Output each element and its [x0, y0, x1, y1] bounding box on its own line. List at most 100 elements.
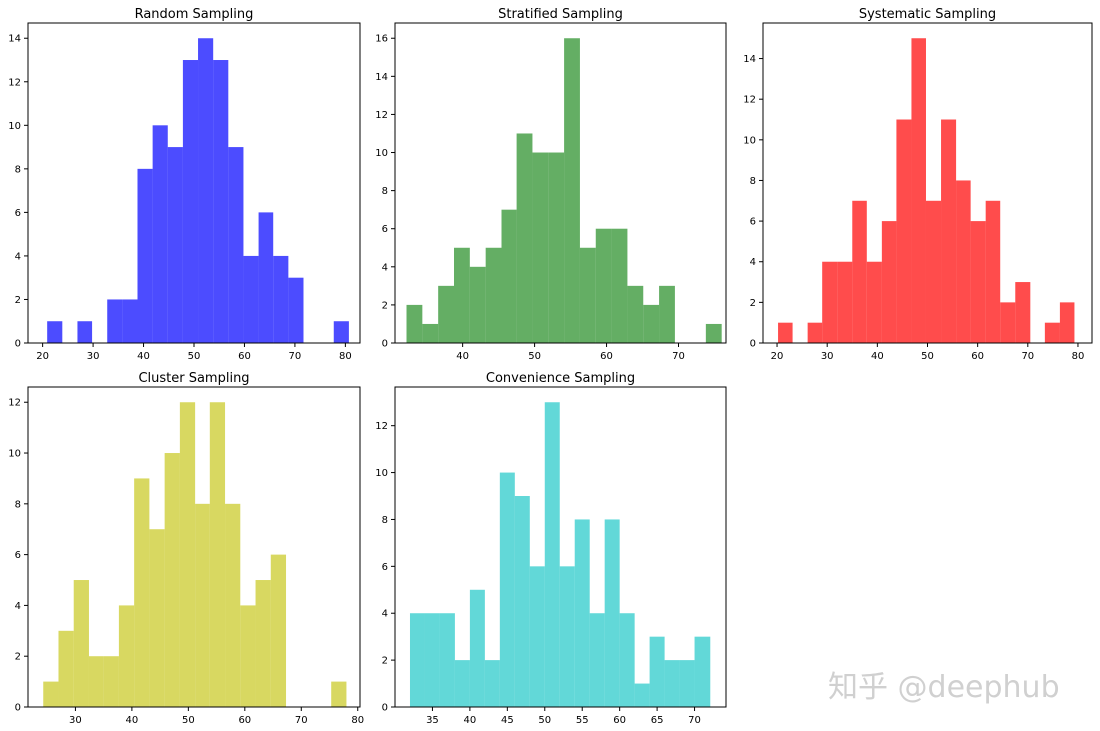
stratified-sampling-panel: 40 50 60 70 0 2 4 6 8 10 12 14 16 Stratified Sampling — [375, 7, 727, 362]
y-tick-label: 2 — [15, 295, 21, 306]
x-tick-label: 65 — [651, 715, 664, 726]
histogram-bar — [659, 285, 675, 343]
histogram-bar — [179, 402, 196, 707]
histogram-bar — [499, 472, 515, 707]
histogram-bar — [852, 200, 867, 343]
y-tick-label: 4 — [15, 251, 21, 262]
histogram-bar — [118, 605, 135, 707]
x-tick-label: 80 — [1072, 351, 1085, 362]
histogram-bar — [422, 323, 439, 343]
y-tick-label: 10 — [375, 148, 388, 159]
x-tick-label: 20 — [771, 351, 784, 362]
histogram-bar — [213, 60, 229, 343]
histogram-bar — [516, 133, 533, 343]
x-tick-label: 60 — [613, 715, 626, 726]
watermark-text: 知乎 @deephub — [828, 670, 1060, 705]
y-tick-label: 0 — [15, 339, 21, 350]
histogram-bar — [484, 660, 500, 707]
histogram-bar — [1015, 282, 1031, 343]
histogram-bar — [333, 321, 349, 343]
histogram-bar — [837, 261, 853, 343]
axes-frame — [394, 386, 727, 708]
systematic-sampling-panel: 20 30 40 50 60 70 80 0 2 4 6 8 10 12 14 Systematic Samp… — [743, 7, 1093, 362]
histogram-bar — [454, 247, 470, 343]
x-tick-label: 70 — [672, 351, 685, 362]
histogram-bar — [225, 503, 241, 707]
histogram-bar — [485, 247, 502, 343]
x-tick-label: 20 — [36, 351, 49, 362]
y-tick-label: 8 — [382, 515, 388, 526]
y-tick-label: 4 — [382, 262, 388, 273]
histogram-bar — [807, 322, 823, 343]
histogram-bar — [195, 503, 210, 707]
convenience-sampling-panel: 35 40 45 50 55 60 65 70 0 2 4 6 8 10 12 Convenience Sam… — [375, 371, 727, 726]
chart-title: Random Sampling — [135, 7, 254, 22]
y-tick-label: 12 — [375, 421, 388, 432]
histogram-bar — [182, 60, 199, 343]
histogram-bar — [107, 299, 123, 343]
histogram-bar — [240, 605, 256, 707]
histogram-bar — [664, 660, 680, 707]
histogram-bar — [134, 478, 150, 707]
x-tick-label: 50 — [528, 351, 541, 362]
histogram-bar — [926, 200, 942, 343]
y-tick-label: 8 — [750, 176, 756, 187]
histogram-bar — [209, 402, 226, 707]
y-tick-label: 12 — [8, 77, 21, 88]
y-tick-label: 0 — [382, 703, 388, 714]
axes-frame — [27, 386, 361, 708]
y-tick-label: 2 — [382, 656, 388, 667]
y-tick-label: 0 — [750, 339, 756, 350]
histogram-bar — [679, 660, 695, 707]
y-tick-label: 12 — [375, 110, 388, 121]
y-tick-label: 8 — [15, 164, 21, 175]
x-tick-label: 45 — [501, 715, 514, 726]
histogram-bar — [103, 656, 119, 707]
histogram-bar — [273, 255, 289, 343]
cluster-sampling-panel: 30 40 50 60 70 80 0 2 4 6 8 10 12 Cluster Sampling — [8, 371, 364, 726]
x-tick-label: 40 — [464, 715, 477, 726]
histogram-bar — [149, 529, 165, 707]
histogram-bar — [73, 580, 89, 707]
x-tick-label: 50 — [182, 715, 195, 726]
histogram-bar — [970, 221, 986, 343]
x-tick-label: 80 — [339, 351, 352, 362]
histogram-bar — [694, 636, 711, 707]
histogram-bar — [514, 496, 530, 707]
histogram-bar — [438, 285, 454, 343]
histogram-bar — [544, 402, 560, 707]
histogram-bar — [469, 266, 486, 343]
histogram-bar — [288, 277, 304, 343]
y-tick-label: 12 — [8, 398, 21, 409]
x-tick-label: 70 — [1021, 351, 1034, 362]
y-tick-label: 10 — [375, 468, 388, 479]
x-tick-label: 30 — [87, 351, 100, 362]
histogram-bar — [643, 304, 660, 343]
y-tick-label: 10 — [743, 135, 756, 146]
histogram-bar — [1044, 322, 1060, 343]
y-tick-label: 2 — [15, 652, 21, 663]
x-tick-label: 50 — [921, 351, 934, 362]
histogram-bar — [243, 255, 259, 343]
histogram-bar — [58, 630, 74, 707]
histogram-bar — [564, 38, 580, 344]
chart-title: Systematic Sampling — [859, 7, 996, 22]
x-tick-label: 60 — [238, 715, 251, 726]
histogram-bar — [167, 147, 183, 343]
histogram-bar — [501, 209, 517, 343]
histogram-bar — [331, 681, 347, 707]
random-sampling-panel: 20 30 40 50 60 70 80 0 2 4 6 8 10 12 14 Random Sampling — [8, 7, 361, 362]
histogram-bar — [956, 180, 971, 343]
chart-title: Cluster Sampling — [138, 371, 249, 386]
chart-title: Convenience Sampling — [486, 371, 635, 386]
histogram-bar — [164, 453, 180, 707]
histogram-bar — [270, 554, 287, 707]
histogram-bar — [198, 38, 214, 344]
histogram-bar — [409, 613, 425, 707]
y-tick-label: 8 — [15, 499, 21, 510]
histogram-bar — [985, 200, 1001, 343]
histogram-bar — [43, 681, 59, 707]
histogram-bar — [896, 119, 912, 343]
histogram-bar — [439, 613, 455, 707]
x-tick-label: 35 — [426, 715, 439, 726]
